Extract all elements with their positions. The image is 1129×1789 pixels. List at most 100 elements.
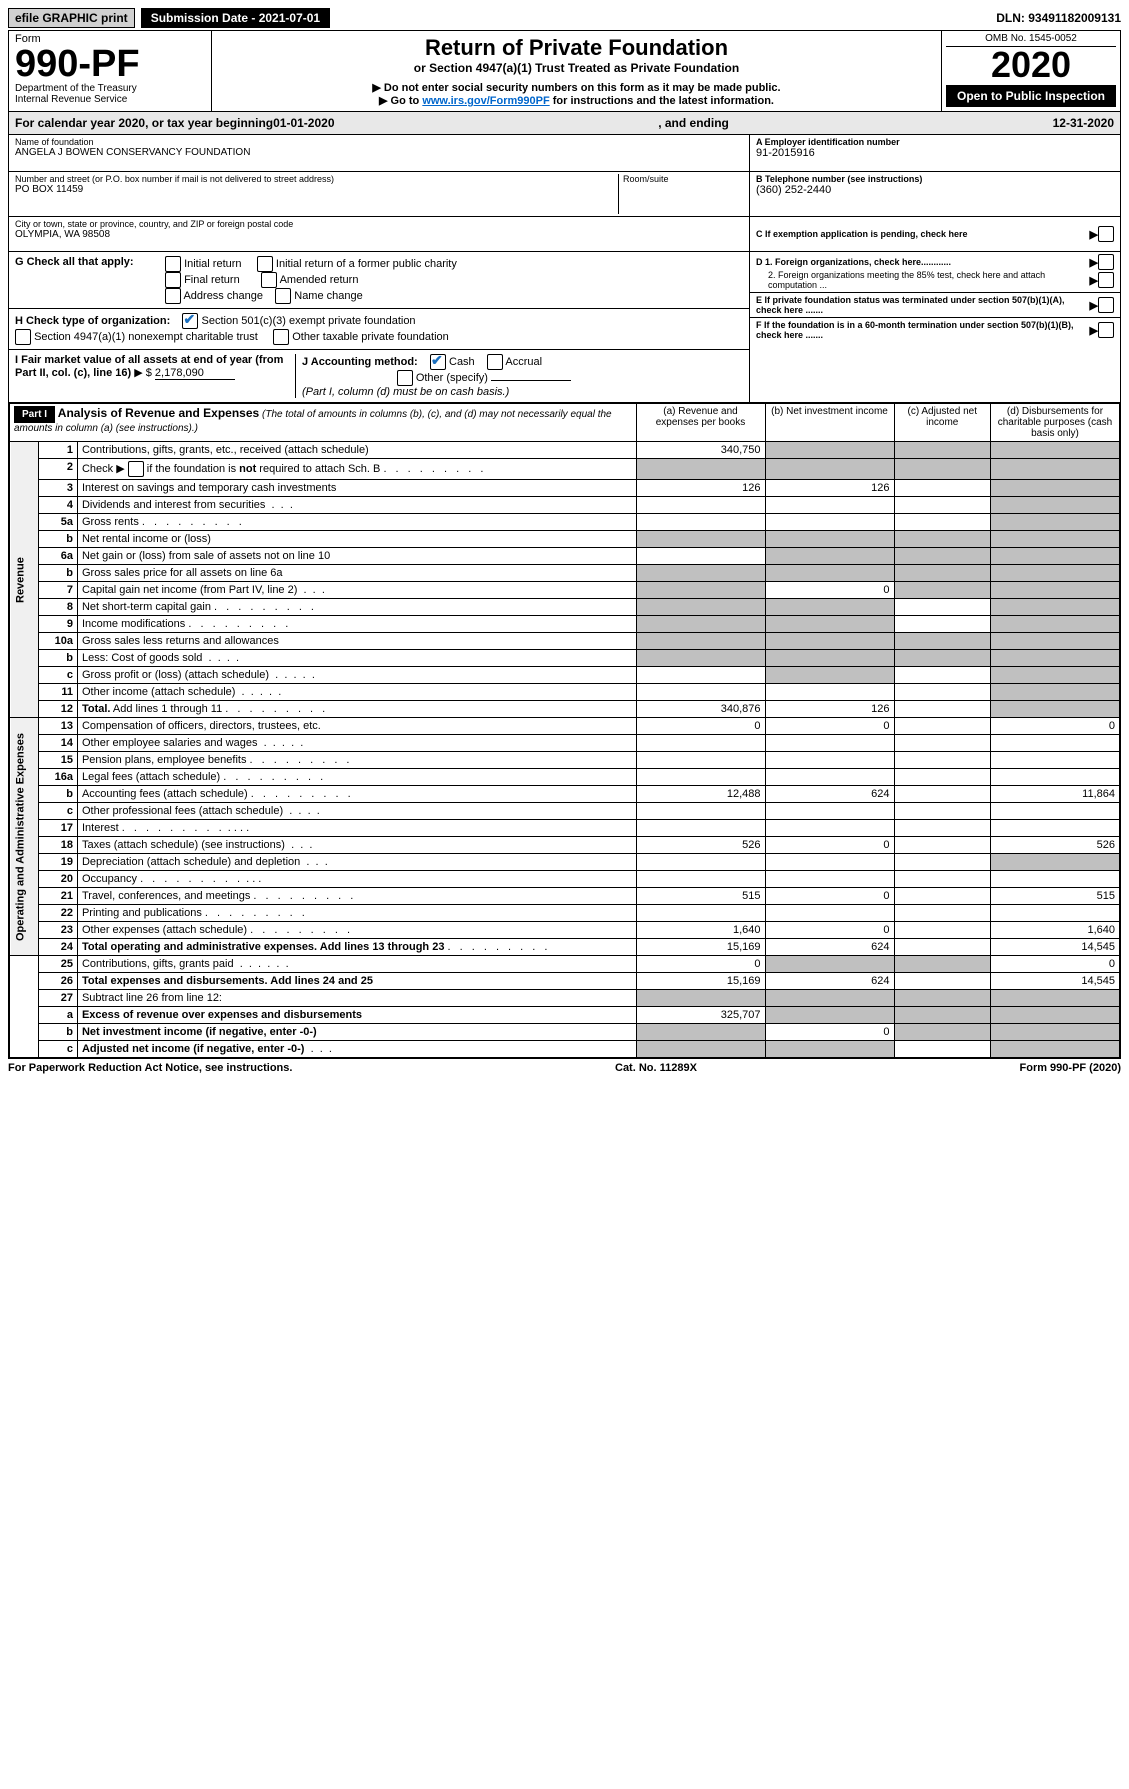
cal-begin: 01-01-2020	[273, 116, 334, 130]
line8: Net short-term capital gain	[77, 599, 636, 616]
checkbox-name-change[interactable]	[275, 288, 291, 304]
l23d: 1,640	[991, 922, 1120, 939]
g-name: Name change	[294, 290, 363, 302]
line16a: Legal fees (attach schedule)	[77, 769, 636, 786]
addr-label: Number and street (or P.O. box number if…	[15, 174, 618, 184]
submission-date: Submission Date - 2021-07-01	[141, 8, 330, 28]
l24a: 15,169	[636, 939, 765, 956]
l25d: 0	[991, 956, 1120, 973]
checkbox-initial-former[interactable]	[257, 256, 273, 272]
checkbox-schb[interactable]	[128, 461, 144, 477]
l23a: 1,640	[636, 922, 765, 939]
line6b: Gross sales price for all assets on line…	[77, 565, 636, 582]
j-cash: Cash	[449, 356, 475, 368]
c-label: C If exemption application is pending, c…	[756, 229, 1090, 239]
l25a: 0	[636, 956, 765, 973]
efile-print-button[interactable]: efile GRAPHIC print	[8, 8, 135, 28]
open-public: Open to Public Inspection	[946, 85, 1116, 107]
instr-ssn: ▶ Do not enter social security numbers o…	[216, 81, 937, 94]
line18: Taxes (attach schedule) (see instruction…	[77, 837, 636, 854]
ein-value: 91-2015916	[756, 147, 1114, 159]
checkbox-other-taxable[interactable]	[273, 329, 289, 345]
line14: Other employee salaries and wages . . . …	[77, 735, 636, 752]
cal-pre: For calendar year 2020, or tax year begi…	[15, 116, 273, 130]
l13d: 0	[991, 718, 1120, 735]
arrow-icon: ▶	[1090, 324, 1098, 337]
checkbox-e[interactable]	[1098, 297, 1114, 313]
expenses-label: Operating and Administrative Expenses	[10, 718, 39, 956]
i-arrow: ▶ $	[134, 367, 152, 379]
line27: Subtract line 26 from line 12:	[77, 990, 636, 1007]
l16ba: 12,488	[636, 786, 765, 803]
calendar-year-row: For calendar year 2020, or tax year begi…	[9, 112, 1120, 135]
l24d: 14,545	[991, 939, 1120, 956]
arrow-icon: ▶	[1090, 228, 1098, 241]
line22: Printing and publications	[77, 905, 636, 922]
checkbox-d1[interactable]	[1098, 254, 1114, 270]
instr-goto: ▶ Go to www.irs.gov/Form990PF for instru…	[216, 94, 937, 107]
arrow-icon: ▶	[1090, 299, 1098, 312]
g-final: Final return	[184, 274, 240, 286]
checkbox-accrual[interactable]	[487, 354, 503, 370]
checkbox-initial[interactable]	[165, 256, 181, 272]
part1-table: Part I Analysis of Revenue and Expenses …	[9, 403, 1120, 1058]
form-link[interactable]: www.irs.gov/Form990PF	[422, 95, 549, 107]
l23b: 0	[765, 922, 894, 939]
checkbox-final[interactable]	[165, 272, 181, 288]
checkbox-c[interactable]	[1098, 226, 1114, 242]
col-d-header: (d) Disbursements for charitable purpose…	[991, 404, 1120, 442]
room-label: Room/suite	[623, 174, 743, 184]
part1-title: Analysis of Revenue and Expenses	[58, 406, 259, 420]
checkbox-amended[interactable]	[261, 272, 277, 288]
l26a: 15,169	[636, 973, 765, 990]
checkbox-other-method[interactable]	[397, 370, 413, 386]
l21b: 0	[765, 888, 894, 905]
arrow-icon: ▶	[1090, 274, 1098, 287]
l21d: 515	[991, 888, 1120, 905]
line1: Contributions, gifts, grants, etc., rece…	[77, 442, 636, 459]
checkbox-501c3[interactable]	[182, 313, 198, 329]
footer-left: For Paperwork Reduction Act Notice, see …	[8, 1062, 292, 1074]
line27a: Excess of revenue over expenses and disb…	[77, 1007, 636, 1024]
line27b: Net investment income (if negative, ente…	[77, 1024, 636, 1041]
dept-label: Department of the Treasury	[15, 83, 205, 94]
line15: Pension plans, employee benefits	[77, 752, 636, 769]
line9: Income modifications	[77, 616, 636, 633]
checkbox-addr-change[interactable]	[165, 288, 181, 304]
checkbox-cash[interactable]	[430, 354, 446, 370]
fmv-value: 2,178,090	[155, 367, 235, 380]
line16b: Accounting fees (attach schedule)	[77, 786, 636, 803]
g-initial-former: Initial return of a former public charit…	[276, 258, 457, 270]
a-label: A Employer identification number	[756, 137, 1114, 147]
checkbox-4947[interactable]	[15, 329, 31, 345]
line5b: Net rental income or (loss)	[77, 531, 636, 548]
h-other: Other taxable private foundation	[292, 331, 449, 343]
dln-number: DLN: 93491182009131	[996, 11, 1121, 25]
l18b: 0	[765, 837, 894, 854]
j-label: J Accounting method:	[302, 356, 418, 368]
col-c-header: (c) Adjusted net income	[894, 404, 991, 442]
line2: Check ▶ if the foundation is not require…	[77, 459, 636, 480]
f-label: F If the foundation is in a 60-month ter…	[756, 320, 1090, 340]
line10b: Less: Cost of goods sold . . . .	[77, 650, 636, 667]
l18a: 526	[636, 837, 765, 854]
h-label: H Check type of organization:	[15, 315, 170, 327]
footer-right: Form 990-PF (2020)	[1020, 1062, 1121, 1074]
top-bar: efile GRAPHIC print Submission Date - 20…	[8, 8, 1121, 28]
line21: Travel, conferences, and meetings	[77, 888, 636, 905]
l13a: 0	[636, 718, 765, 735]
j-note: (Part I, column (d) must be on cash basi…	[302, 386, 509, 398]
line10c: Gross profit or (loss) (attach schedule)…	[77, 667, 636, 684]
checkbox-d2[interactable]	[1098, 272, 1114, 288]
form-number: 990-PF	[15, 45, 205, 83]
line16c: Other professional fees (attach schedule…	[77, 803, 636, 820]
l16bd: 11,864	[991, 786, 1120, 803]
line7: Capital gain net income (from Part IV, l…	[77, 582, 636, 599]
instr-pre: ▶ Go to	[379, 95, 422, 107]
checkbox-f[interactable]	[1098, 322, 1114, 338]
revenue-label: Revenue	[10, 442, 39, 718]
l3a: 126	[636, 480, 765, 497]
d1-label: D 1. Foreign organizations, check here..…	[756, 257, 1090, 267]
part1-header: Part I	[14, 406, 55, 423]
l26d: 14,545	[991, 973, 1120, 990]
